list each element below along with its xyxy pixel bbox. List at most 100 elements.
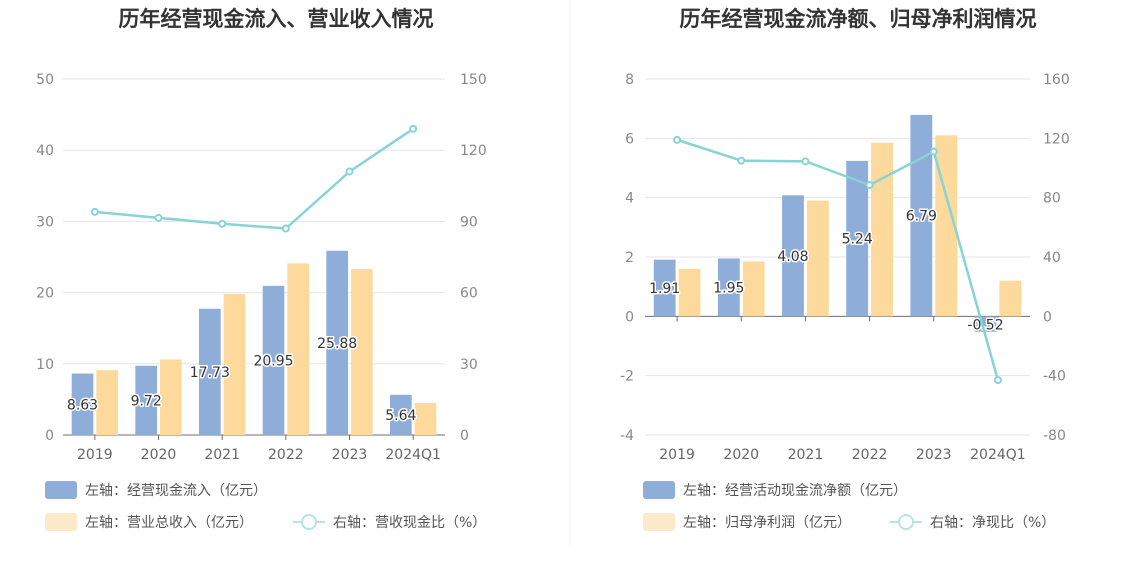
line-series [94,127,414,230]
legend-label: 左轴：营业总收入（亿元） [85,515,253,531]
right-axis-tick-label: -80 [1043,428,1066,444]
left-axis-tick-label: 2 [625,250,634,266]
right-axis-tick-label: 60 [460,286,478,302]
line-point [929,147,938,156]
x-axis-tick-label: 2019 [77,447,113,463]
left-axis-tick-label: 30 [36,214,54,230]
bar-series-1 [390,394,412,435]
bar-series-1 [846,160,869,317]
data-label: 20.95 [253,353,293,369]
legend-swatch-2 [45,513,77,531]
bar-series-2 [742,261,765,317]
bar-series-1 [135,365,157,435]
right-axis-tick-label: 120 [460,143,487,159]
chart-2: 历年经营现金流净额、归母净利润情况 -4 -2 0 2 4 6 8 -80 -40 0 40 80 120… [620,7,1070,531]
data-label: 5.24 [842,232,873,248]
left-axis-tick-label: 50 [36,72,54,88]
bar-series-1 [326,250,348,435]
right-axis-tick-label: 120 [1043,131,1070,147]
data-label: -0.52 [967,317,1003,333]
left-axis-tick-label: 6 [625,131,634,147]
x-axis-tick-label: 2022 [268,447,304,463]
legend-swatch-2 [643,513,675,531]
right-axis-tick-label: 40 [1043,250,1061,266]
x-axis-tick-label: 2023 [332,447,368,463]
bar-series-1 [71,373,94,435]
bar-series-2 [223,294,246,435]
bar-series-2 [414,402,437,435]
data-label: 9.72 [131,393,162,409]
left-axis-tick-label: 40 [36,143,54,159]
legend-label: 左轴：经营活动现金流净额（亿元） [683,483,907,499]
chart-title: 历年经营现金流入、营业收入情况 [119,7,434,31]
x-axis-tick-label: 2023 [916,447,952,463]
x-axis-tick-label: 2022 [852,447,888,463]
chart-1: 历年经营现金流入、营业收入情况 0 10 20 30 40 50 0 30 60 90 120 150 2… [36,7,487,531]
x-axis-tick-label: 2019 [659,447,695,463]
legend-swatch-1 [45,481,77,499]
left-axis-tick-label: 4 [625,191,634,207]
bar-series-1 [199,308,221,435]
right-axis-tick-label: 0 [1043,309,1052,325]
right-axis-tick-label: 90 [460,214,478,230]
data-label: 17.73 [190,365,230,381]
x-axis-tick-label: 2024Q1 [970,447,1026,463]
data-label: 25.88 [317,336,357,352]
bar-series-2 [160,359,182,435]
bar-series-2 [96,370,118,435]
right-axis-tick-label: 30 [460,357,478,373]
legend-label: 左轴：归母净利润（亿元） [683,514,851,531]
legend-line-marker [898,514,914,530]
bar-series-1 [717,258,740,317]
left-axis-tick-label: 0 [45,428,54,444]
bar-series-2 [806,200,829,317]
data-label: 1.91 [649,281,680,297]
line-point [345,167,354,176]
left-axis-tick-label: 8 [625,72,634,88]
line-point [90,207,99,216]
left-axis-tick-label: 20 [36,286,54,302]
line-point [993,376,1002,385]
legend-label: 右轴：营收现金比（%） [333,515,486,531]
bar-series-2 [871,142,893,317]
right-axis-tick-label: 160 [1043,72,1070,88]
bar-series-2 [287,263,309,435]
line-point [281,224,290,233]
bar-series-2 [678,268,701,317]
left-axis-tick-label: -4 [620,428,634,444]
bar-series-2 [351,269,373,435]
left-axis-tick-label: -2 [620,369,634,385]
line-series [676,138,1000,381]
x-axis-tick-label: 2021 [204,447,240,463]
x-axis-tick-label: 2020 [723,447,759,463]
legend-line-marker [301,514,317,530]
right-axis-tick-label: -40 [1043,369,1066,385]
right-axis-tick-label: 80 [1043,191,1061,207]
line-point [673,135,682,144]
line-point [218,219,227,228]
bar-series-1 [910,114,933,317]
right-axis-tick-label: 0 [460,428,469,444]
data-label: 4.08 [777,249,808,265]
bar-series-1 [782,195,804,317]
legend-label: 右轴：净现比（%） [930,515,1055,531]
right-axis-tick-label: 150 [460,72,487,88]
line-point [865,181,874,190]
data-label: 1.95 [713,280,744,296]
line-point [154,213,163,222]
bar-series-1 [653,259,676,317]
x-axis-tick-label: 2021 [788,447,824,463]
line-point [801,157,810,166]
x-axis-tick-label: 2024Q1 [385,447,441,463]
line-point [737,156,746,165]
left-axis-tick-label: 10 [36,357,54,373]
left-axis-tick-label: 0 [625,309,634,325]
chart-title: 历年经营现金流净额、归母净利润情况 [680,7,1037,31]
legend-label: 左轴：经营现金流入（亿元） [85,483,267,499]
data-label: 5.64 [385,408,416,424]
x-axis-tick-label: 2020 [141,447,177,463]
bar-series-2 [999,280,1022,317]
data-label: 6.79 [906,209,937,225]
